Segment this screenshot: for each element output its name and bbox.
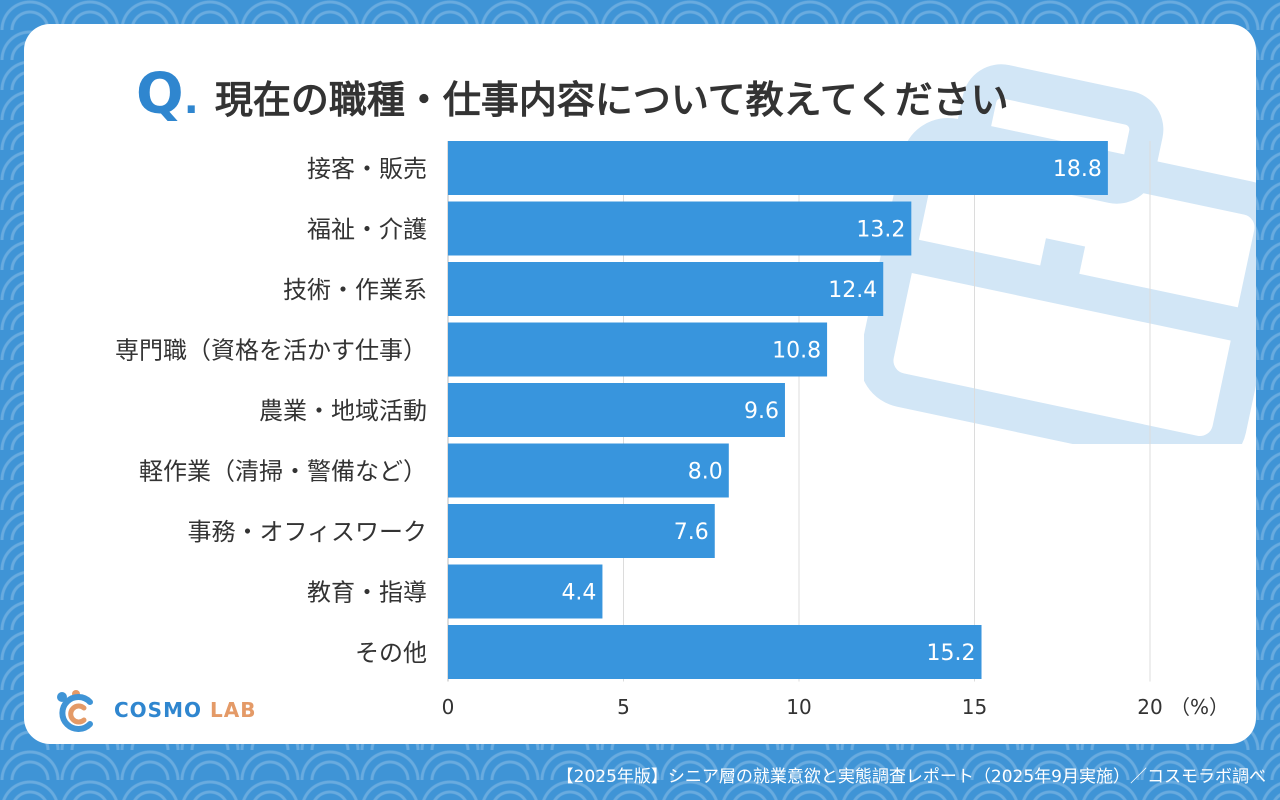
bar-0 bbox=[448, 141, 1108, 195]
bar-value-label: 7.6 bbox=[674, 520, 709, 545]
x-unit-label: （%） bbox=[1170, 695, 1229, 719]
x-tick-label: 10 bbox=[786, 695, 811, 719]
bar-value-label: 13.2 bbox=[856, 218, 905, 243]
x-tick-label: 20 bbox=[1137, 695, 1162, 719]
bar-6 bbox=[448, 504, 715, 558]
category-label: 接客・販売 bbox=[307, 155, 427, 183]
category-label: その他 bbox=[355, 639, 427, 667]
bar-8 bbox=[448, 625, 982, 679]
logo-wordmark: COSMO LAB bbox=[114, 698, 257, 722]
bar-value-label: 8.0 bbox=[688, 460, 723, 485]
category-label: 事務・オフィスワーク bbox=[187, 518, 427, 546]
category-label: 軽作業（清掃・警備など） bbox=[139, 458, 427, 486]
category-label: 農業・地域活動 bbox=[259, 397, 427, 425]
x-tick-label: 15 bbox=[962, 695, 987, 719]
source-footer: 【2025年版】シニア層の就業意欲と実態調査レポート（2025年9月実施）／コス… bbox=[556, 767, 1266, 787]
category-label: 専門職（資格を活かす仕事） bbox=[115, 337, 427, 365]
bar-value-label: 15.2 bbox=[927, 641, 976, 666]
bar-1 bbox=[448, 201, 912, 256]
category-label: 福祉・介護 bbox=[307, 216, 427, 244]
category-label: 技術・作業系 bbox=[283, 276, 427, 304]
question-text: 現在の職種・仕事内容について教えてください bbox=[214, 78, 1009, 122]
cosmo-lab-logo: COSMO LAB bbox=[50, 688, 256, 732]
cosmo-lab-logo-icon bbox=[57, 690, 93, 732]
x-tick-label: 0 bbox=[442, 695, 455, 719]
bar-3 bbox=[448, 322, 828, 377]
question-mark-q: Q. bbox=[136, 62, 199, 127]
question-title: Q. 現在の職種・仕事内容について教えてください bbox=[136, 62, 1009, 127]
bar-5 bbox=[448, 443, 729, 498]
bar-7 bbox=[448, 564, 603, 619]
bar-4 bbox=[448, 383, 785, 437]
bar-value-label: 18.8 bbox=[1053, 157, 1102, 182]
x-tick-label: 5 bbox=[617, 695, 630, 719]
bar-value-label: 4.4 bbox=[561, 581, 596, 606]
bar-value-label: 12.4 bbox=[828, 278, 877, 303]
category-label: 教育・指導 bbox=[307, 579, 427, 607]
bar-value-label: 10.8 bbox=[772, 339, 821, 364]
bar-value-label: 9.6 bbox=[744, 399, 779, 424]
bar-2 bbox=[448, 262, 884, 316]
